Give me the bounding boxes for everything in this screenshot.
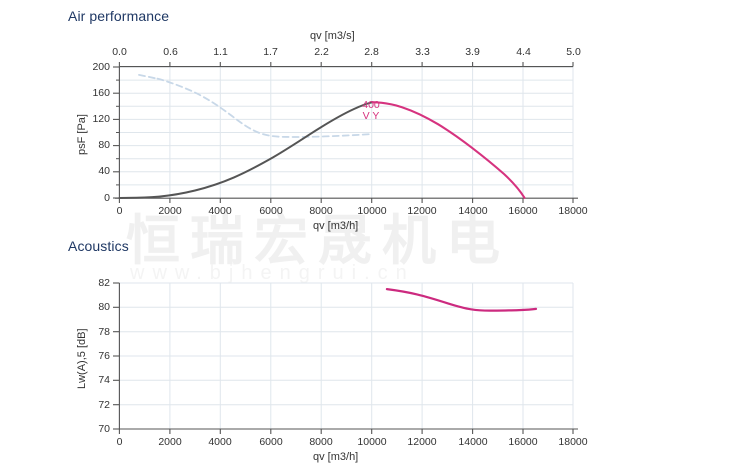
acoustics-x-tick-2: 4000 xyxy=(208,436,232,448)
air-y-tick-0: 0 xyxy=(104,192,110,204)
acoustics-y-tick-72: 72 xyxy=(98,399,110,411)
sound-power-curve xyxy=(385,288,538,312)
operating-point-annotation: 400 V Y xyxy=(349,100,393,122)
acoustics-x-tick-8: 16000 xyxy=(508,436,538,448)
acoustics-y-ticks xyxy=(113,282,120,430)
air-x-tick-2: 4000 xyxy=(208,205,232,217)
air-top-tick-7: 3.9 xyxy=(465,46,480,58)
air-x-tick-9: 18000 xyxy=(558,205,588,217)
air-top-tick-0: 0.0 xyxy=(112,46,127,58)
air-top-tick-5: 2.8 xyxy=(364,46,379,58)
air-top-axis-title: qv [m3/s] xyxy=(310,30,355,42)
acoustics-y-tick-82: 82 xyxy=(98,277,110,289)
acoustics-x-tick-9: 18000 xyxy=(558,436,588,448)
acoustics-y-axis-title: Lw(A),5 [dB] xyxy=(76,328,88,389)
annotation-line-2: V Y xyxy=(362,110,380,122)
url-watermark: www.bjhengrui.cn xyxy=(130,262,415,284)
acoustics-title: Acoustics xyxy=(68,238,129,254)
air-x-ticks-top xyxy=(118,62,574,67)
air-top-tick-2: 1.1 xyxy=(213,46,228,58)
air-y-tick-160: 160 xyxy=(92,87,110,99)
air-y-tick-200: 200 xyxy=(92,61,110,73)
acoustics-x-tick-1: 2000 xyxy=(158,436,182,448)
annotation-line-1: 400 xyxy=(362,99,380,111)
air-top-tick-9: 5.0 xyxy=(566,46,581,58)
air-performance-title: Air performance xyxy=(68,8,170,24)
air-x-tick-7: 14000 xyxy=(458,205,488,217)
air-y-tick-40: 40 xyxy=(98,165,110,177)
acoustics-x-tick-3: 6000 xyxy=(259,436,283,448)
air-x-tick-3: 6000 xyxy=(259,205,283,217)
air-y-tick-120: 120 xyxy=(92,113,110,125)
acoustics-y-tick-76: 76 xyxy=(98,350,110,362)
air-y-ticks xyxy=(113,66,120,199)
air-y-tick-80: 80 xyxy=(98,139,110,151)
acoustics-x-tick-5: 10000 xyxy=(357,436,387,448)
acoustics-x-axis-title: qv [m3/h] xyxy=(313,451,359,463)
acoustics-y-tick-80: 80 xyxy=(98,301,110,313)
acoustics-plot xyxy=(113,282,578,434)
air-y-axis-title: psF [Pa] xyxy=(76,114,88,155)
acoustics-x-tick-6: 12000 xyxy=(407,436,437,448)
fan-characteristic-curve xyxy=(371,101,526,199)
acoustics-grid-horizontal xyxy=(119,282,573,406)
air-x-tick-1: 2000 xyxy=(158,205,182,217)
acoustics-x-tick-4: 8000 xyxy=(309,436,333,448)
air-x-tick-0: 0 xyxy=(116,205,123,217)
acoustics-y-tick-74: 74 xyxy=(98,374,110,386)
air-x-tick-4: 8000 xyxy=(309,205,333,217)
air-performance-chart: qv [m3/s] 0.0 0.6 1.1 1.7 2.2 2.8 3.3 3.… xyxy=(0,0,750,232)
acoustics-x-ticks xyxy=(118,429,574,434)
acoustics-y-tick-70: 70 xyxy=(98,423,110,435)
air-top-tick-3: 1.7 xyxy=(263,46,278,58)
air-performance-plot xyxy=(113,62,578,203)
air-x-tick-6: 12000 xyxy=(407,205,437,217)
air-top-tick-1: 0.6 xyxy=(163,46,178,58)
air-top-tick-6: 3.3 xyxy=(415,46,430,58)
acoustics-x-tick-7: 14000 xyxy=(458,436,488,448)
air-y-minor-ticks xyxy=(116,79,120,186)
air-x-tick-5: 10000 xyxy=(357,205,387,217)
air-x-tick-8: 16000 xyxy=(508,205,538,217)
acoustics-chart: 82 80 78 76 74 72 70 Lw(A),5 [dB] 0 2000… xyxy=(0,232,750,473)
air-top-tick-4: 2.2 xyxy=(314,46,329,58)
acoustics-y-tick-78: 78 xyxy=(98,326,110,338)
air-x-ticks-bottom xyxy=(118,198,574,203)
system-curve-main xyxy=(118,101,374,199)
efficiency-dashed-curve xyxy=(138,74,373,138)
acoustics-x-tick-0: 0 xyxy=(116,436,123,448)
chinese-watermark: 恒瑞宏晟机电 xyxy=(126,209,510,272)
air-x-axis-title: qv [m3/h] xyxy=(313,220,359,232)
air-top-tick-8: 4.4 xyxy=(516,46,531,58)
